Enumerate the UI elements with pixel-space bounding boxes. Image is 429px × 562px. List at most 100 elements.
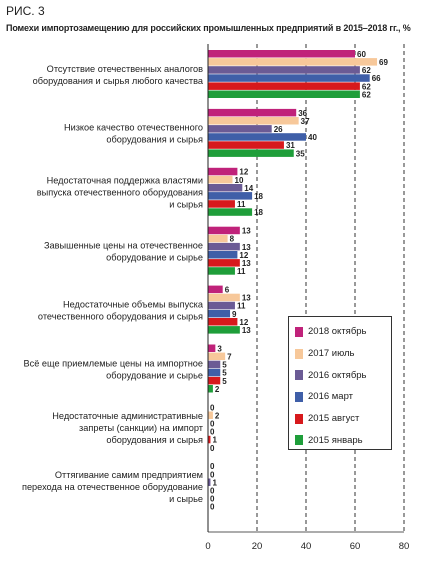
category-label: и сырье: [169, 494, 203, 504]
data-label: 62: [362, 90, 371, 99]
bar: [208, 242, 240, 251]
bar: [208, 167, 238, 176]
x-tick-label: 0: [205, 541, 210, 552]
bar: [208, 50, 355, 58]
bar: [208, 344, 216, 352]
data-label: 1: [212, 478, 217, 487]
data-label: 6: [225, 286, 230, 295]
data-label: 62: [362, 82, 371, 91]
data-label: 18: [254, 192, 263, 201]
category-label: оборудование и сырье: [106, 253, 203, 263]
data-label: 69: [379, 58, 388, 67]
x-tick-label: 20: [252, 541, 263, 552]
bar: [208, 58, 378, 66]
data-label: 2: [215, 385, 220, 394]
category-label: Низкое качество отечественного: [64, 123, 203, 133]
data-label: 18: [254, 208, 263, 217]
bar: [208, 200, 235, 208]
chart-title: Помехи импортозамещению для российских п…: [6, 23, 411, 33]
legend-swatch: [295, 370, 303, 381]
bar: [208, 411, 213, 419]
x-tick-label: 40: [301, 541, 312, 552]
data-label: 5: [222, 361, 227, 370]
bar: [208, 226, 240, 235]
data-label: 13: [242, 294, 251, 303]
bar: [208, 309, 231, 318]
legend-item: 2016 март: [295, 386, 391, 408]
data-label: 0: [210, 495, 215, 504]
bar: [208, 435, 211, 444]
category-label: отечественного оборудования и сырья: [38, 311, 203, 321]
bar: [208, 478, 211, 486]
bar: [208, 184, 243, 192]
bar: [208, 360, 221, 369]
legend-swatch: [295, 413, 303, 424]
figure-label: РИС. 3: [6, 4, 45, 18]
bar: [208, 208, 253, 216]
category-label: оборудование и сырье: [106, 370, 203, 380]
data-label: 12: [239, 168, 248, 177]
data-label: 13: [242, 227, 251, 236]
legend-label: 2018 октябрь: [308, 326, 367, 338]
bar: [208, 66, 360, 74]
category-label: Всё еще приемлемые цены на импортное: [24, 358, 203, 368]
category-label: Недостаточные объемы выпуска: [63, 299, 204, 309]
data-label: 8: [230, 235, 235, 244]
data-label: 11: [237, 302, 246, 311]
bar: [208, 90, 360, 98]
data-label: 60: [357, 50, 366, 59]
category-label: выпуска отечественного оборудования: [37, 188, 203, 198]
legend-label: 2017 июль: [308, 348, 355, 360]
legend-swatch: [295, 435, 303, 446]
data-label: 11: [237, 267, 246, 276]
data-label: 10: [235, 176, 244, 185]
bar: [208, 175, 233, 184]
data-label: 13: [242, 326, 251, 335]
category-label: Недостаточные административные: [52, 411, 203, 421]
data-label: 62: [362, 66, 371, 75]
data-label: 3: [217, 344, 222, 353]
category-label: оборудования и сырья любого качества: [33, 76, 204, 86]
category-label: Недостаточная поддержка властями: [47, 176, 203, 186]
category-label: запреты (санкции) на импорт: [79, 423, 204, 433]
bar: [208, 141, 284, 149]
bar: [208, 149, 294, 157]
legend-label: 2015 январь: [308, 434, 363, 446]
legend-swatch: [295, 391, 303, 402]
bar: [208, 368, 221, 377]
bar: [208, 133, 306, 141]
category-label: Завышенные цены на отечественное: [44, 241, 203, 251]
legend-item: 2015 январь: [295, 429, 391, 451]
legend-item: 2018 октябрь: [295, 321, 391, 343]
legend-label: 2015 август: [308, 413, 360, 425]
data-label: 0: [210, 487, 215, 496]
category-label: оборудования и сырья: [106, 135, 203, 145]
chart-legend: 2018 октябрь 2017 июль 2016 октябрь 2016 ма…: [288, 316, 392, 450]
legend-item: 2017 июль: [295, 343, 391, 365]
data-label: 40: [308, 133, 317, 142]
bar: [208, 385, 213, 393]
data-label: 0: [210, 470, 215, 479]
data-label: 36: [298, 109, 307, 118]
legend-swatch: [295, 348, 303, 359]
bar: [208, 285, 223, 294]
bar: [208, 318, 238, 326]
bar: [208, 267, 235, 275]
bar: [208, 74, 370, 82]
legend-item: 2016 октябрь: [295, 364, 391, 386]
data-label: 13: [242, 259, 251, 268]
bar: [208, 376, 221, 385]
data-label: 7: [227, 353, 232, 362]
data-label: 0: [210, 503, 215, 512]
data-label: 12: [239, 318, 248, 327]
data-label: 11: [237, 200, 246, 209]
data-label: 2: [215, 411, 220, 420]
legend-label: 2016 март: [308, 391, 354, 403]
data-label: 0: [210, 428, 215, 437]
data-label: 0: [210, 444, 215, 453]
category-label: оборудования и сырья: [106, 435, 203, 445]
category-label: Оттягивание самим предприятием: [55, 470, 203, 480]
data-label: 0: [210, 403, 215, 412]
data-label: 12: [239, 251, 248, 260]
data-label: 31: [286, 141, 295, 150]
